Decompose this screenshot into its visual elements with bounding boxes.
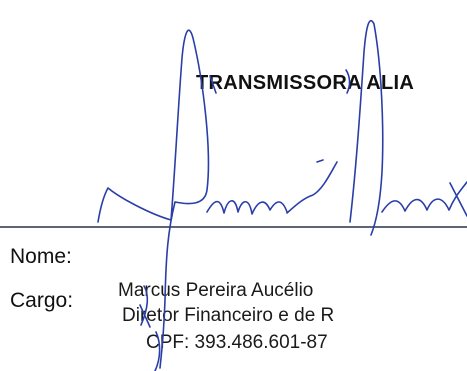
cargo-label: Cargo: — [10, 289, 74, 312]
company-name: TRANSMISSORA ALIA — [196, 72, 415, 94]
signer-position: Diretor Financeiro e de R — [122, 305, 335, 326]
nome-label: Nome: — [10, 245, 72, 268]
signer-name: Marcus Pereira Aucélio — [118, 280, 314, 301]
signature-line — [0, 226, 467, 228]
signer-cpf: CPF: 393.486.601-87 — [146, 332, 328, 353]
